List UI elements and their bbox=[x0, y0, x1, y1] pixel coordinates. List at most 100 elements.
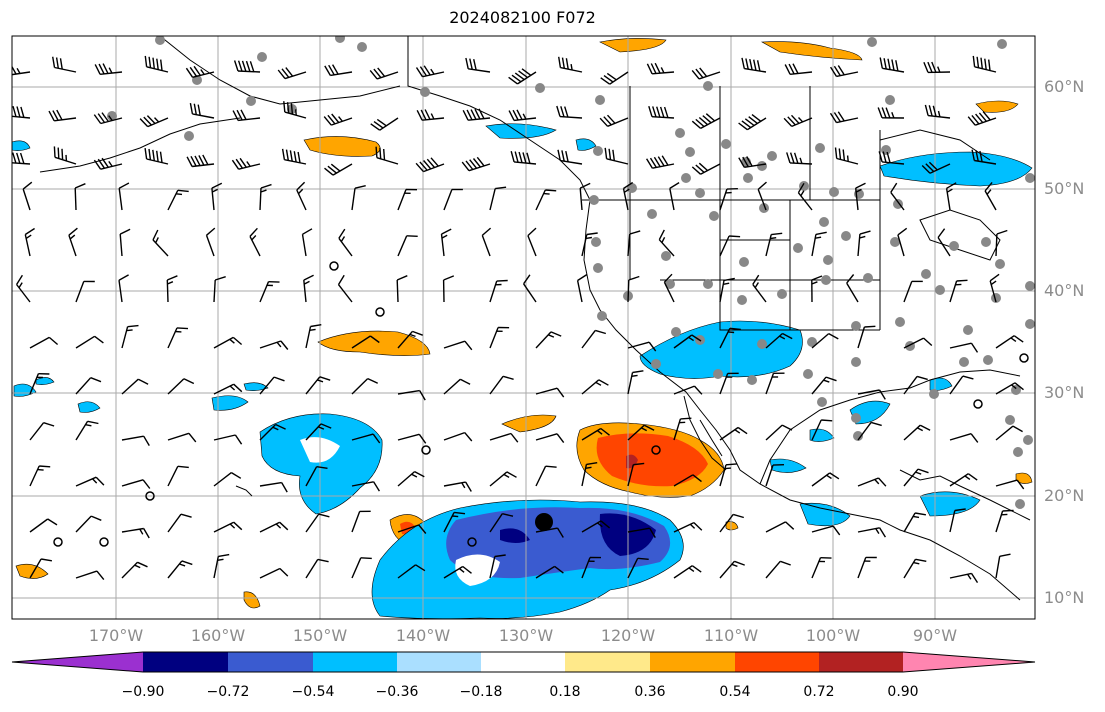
colorbar-tick-label: 0.72 bbox=[803, 684, 835, 700]
colorbar-tick-label: 0.90 bbox=[887, 684, 919, 700]
calm-markers bbox=[53, 261, 1029, 547]
wind-barb bbox=[259, 340, 289, 350]
wind-barb bbox=[738, 114, 767, 131]
wind-barb bbox=[857, 477, 887, 487]
wind-barb bbox=[811, 525, 841, 536]
wind-barb bbox=[167, 327, 189, 349]
wind-barb bbox=[691, 113, 721, 130]
wind-barb bbox=[995, 509, 1014, 533]
wind-barb bbox=[765, 372, 785, 395]
wind-barb bbox=[12, 106, 31, 119]
wind-barb bbox=[213, 383, 243, 395]
wind-barb bbox=[351, 185, 366, 211]
wind-barb bbox=[719, 513, 744, 533]
wind-barb bbox=[301, 228, 313, 257]
wind-barb bbox=[338, 228, 353, 257]
wind-barb bbox=[231, 157, 261, 170]
wind-barb bbox=[443, 431, 473, 442]
wind-barb bbox=[719, 235, 741, 257]
wind-barb bbox=[989, 273, 1000, 303]
wind-barb bbox=[949, 375, 974, 395]
wind-barb bbox=[557, 149, 583, 165]
wind-barb bbox=[75, 335, 104, 349]
wind-barb bbox=[121, 378, 149, 395]
wind-barb bbox=[489, 471, 517, 487]
lat-label-30: 30°N bbox=[1044, 383, 1085, 402]
wind-barb bbox=[535, 189, 557, 211]
wind-barb bbox=[397, 235, 418, 257]
wind-barb bbox=[166, 275, 178, 303]
wind-barb bbox=[324, 64, 353, 77]
lat-label-60: 60°N bbox=[1044, 77, 1085, 96]
wind-barb bbox=[75, 280, 95, 303]
wind-barb bbox=[16, 274, 31, 303]
wind-barb bbox=[167, 378, 195, 395]
wind-barb bbox=[324, 163, 353, 176]
wind-barb bbox=[397, 564, 426, 579]
wind-barb bbox=[75, 476, 105, 487]
lon-label-90w: 90°W bbox=[912, 626, 958, 645]
wind-barb bbox=[283, 101, 307, 119]
wind-barb bbox=[903, 468, 929, 487]
wind-barb bbox=[213, 472, 242, 487]
lat-label-20: 20°N bbox=[1044, 486, 1085, 505]
wind-barb bbox=[24, 227, 35, 257]
wind-barb bbox=[139, 115, 169, 128]
colorbar-segment bbox=[397, 652, 481, 672]
wind-barb bbox=[369, 67, 399, 80]
wind-barb bbox=[658, 229, 675, 257]
wind-barb bbox=[144, 148, 169, 165]
wind-barb bbox=[535, 527, 564, 538]
wind-barb bbox=[351, 510, 371, 533]
wind-barb bbox=[673, 417, 692, 441]
colorbar-segment bbox=[903, 652, 1035, 672]
colorbar-segment bbox=[565, 652, 650, 672]
wind-barb bbox=[303, 274, 314, 303]
colorbar-segment bbox=[143, 652, 228, 672]
wind-barb bbox=[351, 335, 380, 349]
wind-barb bbox=[75, 515, 102, 533]
wind-barb bbox=[719, 188, 738, 211]
wind-barb bbox=[921, 161, 951, 174]
wind-barb bbox=[397, 470, 425, 487]
wind-barb bbox=[29, 373, 50, 395]
wind-barb bbox=[305, 558, 329, 579]
colorbar-tick-label: −0.72 bbox=[206, 684, 250, 700]
wind-barb bbox=[765, 332, 793, 349]
wind-barb bbox=[232, 109, 261, 122]
wind-barb bbox=[75, 377, 102, 395]
wind-barb bbox=[121, 324, 139, 349]
wind-barb bbox=[949, 508, 966, 533]
wind-barb bbox=[673, 521, 703, 533]
wind-barb bbox=[443, 565, 472, 579]
lat-label-40: 40°N bbox=[1044, 281, 1085, 300]
colorbar-outline bbox=[11, 651, 1036, 673]
wind-barb bbox=[995, 425, 1023, 441]
wind-barb bbox=[259, 183, 272, 211]
wind-barb bbox=[508, 109, 537, 122]
wind-barb bbox=[527, 227, 537, 257]
wind-barb bbox=[949, 279, 968, 303]
wind-barb bbox=[765, 464, 785, 487]
wind-barb bbox=[75, 570, 105, 581]
wind-barb bbox=[576, 274, 588, 303]
wind-barb bbox=[397, 188, 418, 211]
wind-barb bbox=[443, 188, 463, 211]
wind-barb bbox=[673, 474, 702, 487]
wind-barb bbox=[811, 275, 823, 303]
wind-barb bbox=[119, 228, 131, 257]
wind-barb bbox=[971, 149, 997, 165]
wind-barb bbox=[213, 521, 243, 533]
wind-barb bbox=[535, 331, 562, 349]
wind-barb bbox=[923, 61, 951, 74]
wind-barb bbox=[556, 105, 583, 119]
wind-barb bbox=[797, 182, 813, 211]
wind-barb bbox=[811, 376, 837, 395]
wind-barb bbox=[765, 521, 795, 533]
wind-barb bbox=[972, 55, 997, 73]
wind-barb bbox=[93, 157, 123, 170]
wind-barb bbox=[622, 181, 634, 211]
wind-barb bbox=[627, 230, 641, 257]
lat-label-10: 10°N bbox=[1044, 588, 1085, 607]
